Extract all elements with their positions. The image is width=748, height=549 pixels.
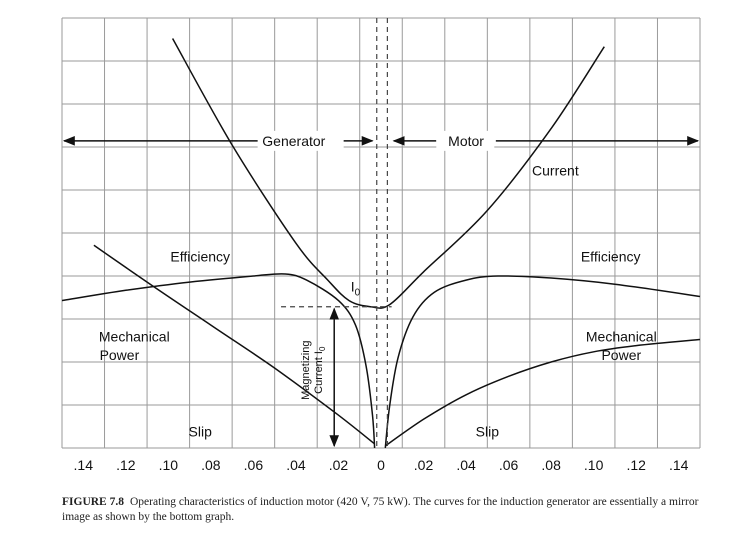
mech-power-motor-curve [384, 338, 701, 447]
caption-text: Operating characteristics of induction m… [62, 496, 699, 523]
generator-label: Generator [262, 133, 325, 149]
x-tick-label: .06 [244, 457, 264, 473]
curves [61, 38, 701, 449]
x-tick-label: .12 [626, 457, 646, 473]
grid [61, 17, 701, 449]
x-tick-label: .04 [456, 457, 476, 473]
x-tick-label: 0 [377, 457, 385, 473]
i0-label: I0 [351, 279, 361, 299]
annotations: Generator Motor Current Efficiency Efficienc… [62, 18, 700, 448]
mech-power-right-label-line1: Mechanical [586, 329, 657, 345]
x-tick-label: .10 [584, 457, 604, 473]
magnetizing-label-line2: Current I0 [313, 346, 327, 394]
x-tick-label: .06 [499, 457, 519, 473]
x-tick-label: .10 [159, 457, 179, 473]
slip-right-label: Slip [476, 424, 500, 440]
figure-caption: FIGURE 7.8 Operating characteristics of i… [62, 495, 712, 525]
x-tick-label: .12 [116, 457, 136, 473]
induction-motor-chart: .14 .12 .10 .08 .06 .04 .02 0 .02 .04 .06 .08 .10 .12… [61, 17, 701, 473]
generator-label-bg [257, 130, 344, 151]
mech-power-left-label-line2: Power [100, 347, 140, 363]
x-tick-label: .08 [541, 457, 561, 473]
x-tick-label: .14 [669, 457, 689, 473]
current-label: Current [532, 163, 579, 179]
mech-power-generator-curve [93, 244, 376, 445]
current-curve [171, 38, 605, 309]
x-tick-labels: .14 .12 .10 .08 .06 .04 .02 0 .02 .04 .06 .08 .10 .12… [74, 457, 689, 473]
efficiency-motor-curve [384, 275, 701, 449]
x-tick-label: .08 [201, 457, 221, 473]
magnetizing-subscript: 0 [318, 346, 327, 351]
efficiency-left-label: Efficiency [170, 249, 230, 265]
magnetizing-label-line1: Magnetizing [300, 341, 312, 400]
x-tick-label: .02 [414, 457, 434, 473]
x-tick-label: .02 [329, 457, 349, 473]
efficiency-right-label: Efficiency [581, 249, 641, 265]
efficiency-generator-curve [61, 273, 376, 449]
slip-left-label: Slip [189, 424, 213, 440]
mech-power-left-label-line1: Mechanical [99, 329, 170, 345]
motor-label-bg [436, 130, 495, 151]
motor-label: Motor [448, 133, 484, 149]
x-tick-label: .14 [74, 457, 94, 473]
caption-label: FIGURE 7.8 [62, 496, 124, 508]
x-tick-label: .04 [286, 457, 306, 473]
i0-subscript: 0 [355, 288, 361, 299]
mech-power-right-label-line2: Power [601, 347, 641, 363]
